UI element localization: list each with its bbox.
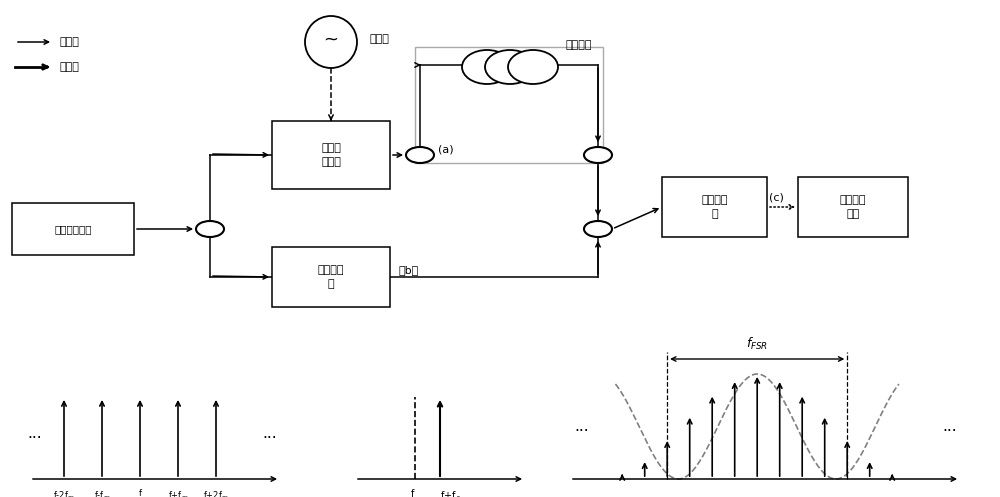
Text: f: f — [411, 489, 415, 497]
Text: ~: ~ — [324, 31, 338, 49]
Text: ...: ... — [28, 426, 42, 441]
FancyBboxPatch shape — [662, 177, 767, 237]
Text: 待测光纤: 待测光纤 — [565, 40, 592, 50]
Text: f-f$_m$: f-f$_m$ — [94, 489, 110, 497]
Text: 光电探测
器: 光电探测 器 — [701, 195, 728, 219]
Text: ...: ... — [575, 419, 589, 434]
Text: ...: ... — [943, 419, 957, 434]
FancyBboxPatch shape — [798, 177, 908, 237]
Ellipse shape — [508, 50, 558, 84]
Text: f-2f$_m$: f-2f$_m$ — [53, 489, 75, 497]
FancyBboxPatch shape — [272, 121, 390, 189]
Text: f+f$_a$: f+f$_a$ — [440, 489, 460, 497]
Text: 声光移频
器: 声光移频 器 — [318, 265, 344, 289]
Text: ...: ... — [263, 426, 277, 441]
Text: f+2f$_m$: f+2f$_m$ — [203, 489, 229, 497]
Ellipse shape — [406, 147, 434, 163]
Ellipse shape — [196, 221, 224, 237]
Text: （b）: （b） — [398, 265, 418, 275]
Text: (c): (c) — [769, 192, 784, 202]
Text: f: f — [138, 489, 142, 497]
Ellipse shape — [584, 147, 612, 163]
Text: 电信号: 电信号 — [60, 62, 80, 72]
Ellipse shape — [462, 50, 512, 84]
Text: (a): (a) — [438, 144, 454, 154]
Text: 频谱提取
模块: 频谱提取 模块 — [840, 195, 866, 219]
Text: 光频梳
调制器: 光频梳 调制器 — [321, 144, 341, 166]
FancyBboxPatch shape — [12, 203, 134, 255]
Text: $f_\mathregular{FSR}$: $f_\mathregular{FSR}$ — [746, 336, 768, 352]
Ellipse shape — [485, 50, 535, 84]
Circle shape — [305, 16, 357, 68]
FancyBboxPatch shape — [272, 247, 390, 307]
Text: 微波源: 微波源 — [369, 34, 389, 44]
Text: 窄线宽激光器: 窄线宽激光器 — [54, 224, 92, 234]
Text: 光信号: 光信号 — [60, 37, 80, 47]
Text: f+f$_m$: f+f$_m$ — [168, 489, 188, 497]
Ellipse shape — [584, 221, 612, 237]
